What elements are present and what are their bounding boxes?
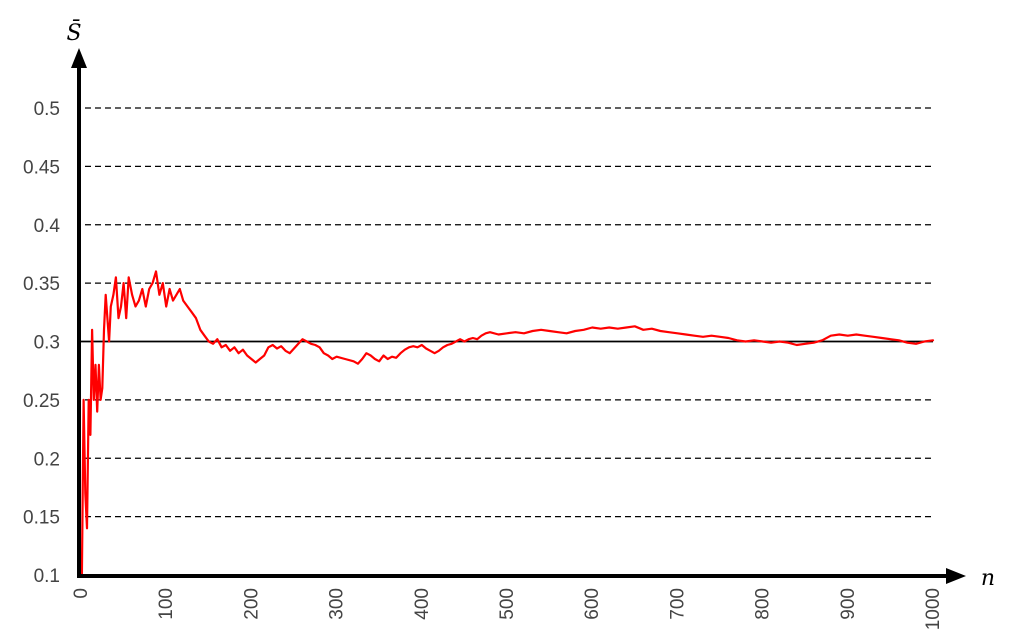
x-tick-label: 900 xyxy=(838,588,859,620)
y-tick-label: 0.1 xyxy=(34,566,60,587)
y-tick-label: 0.35 xyxy=(23,274,60,295)
x-tick-label: 500 xyxy=(497,588,518,620)
y-tick-label: 0.3 xyxy=(34,333,60,354)
x-tick-label: 700 xyxy=(667,588,688,620)
y-axis-arrow-icon xyxy=(71,48,87,68)
gridlines xyxy=(85,107,931,518)
x-tick-label: 800 xyxy=(753,588,774,620)
x-tick-label: 300 xyxy=(327,588,348,620)
series-line xyxy=(80,270,935,577)
x-tick-label: 400 xyxy=(412,588,433,620)
x-tick-label: 600 xyxy=(582,588,603,620)
y-tick-label: 0.2 xyxy=(34,449,60,470)
y-tick-label: 0.25 xyxy=(23,391,60,412)
x-tick-labels: 0 100 200 300 400 500 600 700 800 900 1000 xyxy=(71,588,944,630)
y-axis-label: S̄ xyxy=(66,19,81,46)
x-tick-label: 1000 xyxy=(923,588,944,630)
x-tick-label: 200 xyxy=(241,588,262,620)
x-tick-label: 100 xyxy=(156,588,177,620)
axes xyxy=(71,48,966,584)
y-tick-labels: 0.1 0.15 0.2 0.25 0.3 0.35 0.4 0.45 0.5 xyxy=(23,99,60,587)
series-group xyxy=(80,270,935,577)
y-tick-label: 0.5 xyxy=(34,99,60,120)
x-axis-label: n xyxy=(981,566,995,591)
y-tick-label: 0.4 xyxy=(34,216,61,237)
x-axis-arrow-icon xyxy=(946,568,966,584)
y-tick-label: 0.45 xyxy=(23,157,60,178)
y-tick-label: 0.15 xyxy=(23,508,60,529)
x-tick-label: 0 xyxy=(71,588,92,599)
